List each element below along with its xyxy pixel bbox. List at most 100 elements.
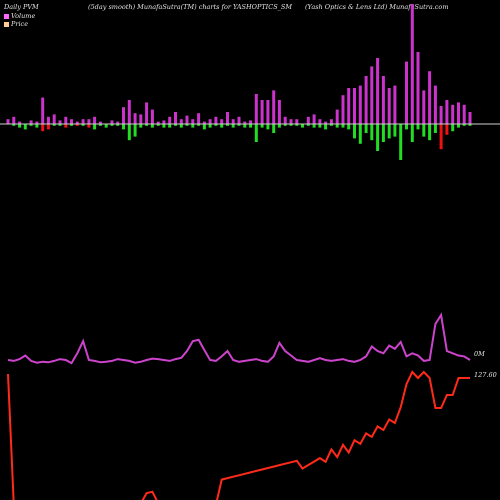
volume-bar-down <box>64 124 68 128</box>
volume-bar-up <box>457 102 460 124</box>
volume-bar-up <box>116 121 120 124</box>
volume-bar-up <box>422 90 426 124</box>
volume-bar-down <box>197 124 201 126</box>
volume-bar-up <box>358 85 362 124</box>
volume-bar-up <box>329 119 333 124</box>
volume-bar-down <box>46 124 50 130</box>
volume-bar-down <box>353 124 356 139</box>
volume-bar-up <box>468 112 472 124</box>
volume-bar-down <box>445 124 449 135</box>
volume-bar-down <box>416 124 420 130</box>
volume-bar-down <box>29 124 33 126</box>
volume-bar-up <box>41 97 45 124</box>
volume-bar-up <box>249 120 253 124</box>
volume-bar-up <box>260 100 264 124</box>
volume-bar-up <box>191 119 195 124</box>
legend-volume: Volume <box>4 12 35 20</box>
volume-bar-down <box>202 124 206 130</box>
volume-bar-up <box>58 120 62 124</box>
volume-bar-up <box>70 119 73 124</box>
volume-bar-down <box>23 124 27 130</box>
volume-bar-up <box>127 100 131 124</box>
volume-bar-down <box>150 124 154 128</box>
volume-bar-up <box>341 95 345 124</box>
volume-bar-down <box>393 124 397 137</box>
volume-bar-up <box>445 100 449 124</box>
volume-tick-label: 0M <box>474 350 485 358</box>
volume-bar-down <box>462 124 466 126</box>
volume-bar-down <box>335 124 339 128</box>
volume-bar-up <box>347 88 351 124</box>
volume-bar-down <box>249 124 253 128</box>
volume-bar-down <box>139 124 143 128</box>
volume-bar-up <box>237 116 241 124</box>
header-right: (Yash Optics & Lens Ltd) MunafaSutra.com <box>305 3 449 11</box>
legend-volume-label: Volume <box>11 12 36 20</box>
volume-bar-up <box>387 88 391 124</box>
volume-bar-up <box>202 121 206 124</box>
volume-bar-up <box>150 109 154 124</box>
volume-bar-down <box>312 124 316 128</box>
volume-bar-down <box>289 124 293 126</box>
volume-bar-down <box>457 124 460 128</box>
volume-bar-down <box>191 124 195 128</box>
volume-bar-down <box>58 124 62 126</box>
header-left: Daily PVM <box>4 3 39 11</box>
volume-bar-up <box>451 104 455 124</box>
volume-bar-down <box>75 124 79 126</box>
volume-bar-up <box>277 100 281 124</box>
volume-bar-up <box>272 90 276 124</box>
volume-bar-down <box>468 124 472 126</box>
volume-bar-up <box>266 100 270 124</box>
volume-bar-up <box>12 116 16 124</box>
volume-bar-up <box>75 121 79 124</box>
volume-bar-up <box>208 119 212 124</box>
volume-bar-up <box>324 121 328 124</box>
volume-bar-down <box>185 124 189 126</box>
volume-bar-down <box>122 124 125 130</box>
volume-bar-up <box>243 121 247 124</box>
volume-bar-up <box>46 116 50 124</box>
volume-bar-up <box>428 71 432 124</box>
volume-bar-down <box>260 124 264 128</box>
volume-bar-up <box>6 119 10 124</box>
volume-bar-down <box>127 124 131 141</box>
volume-bars <box>6 4 472 160</box>
volume-bar-down <box>283 124 287 126</box>
volume-bar-up <box>168 116 172 124</box>
volume-bar-up <box>174 112 177 124</box>
volume-bar-down <box>254 124 258 142</box>
volume-bar-down <box>399 124 403 160</box>
volume-bar-down <box>12 124 16 126</box>
volume-bar-down <box>93 124 97 130</box>
volume-bar-down <box>237 124 241 126</box>
volume-bar-down <box>277 124 281 128</box>
legend-price: Price <box>4 20 28 28</box>
volume-bar-down <box>110 124 114 126</box>
volume-bar-up <box>295 119 299 124</box>
volume-bar-up <box>110 120 114 124</box>
volume-bar-down <box>439 124 443 150</box>
volume-bar-up <box>283 116 287 124</box>
volume-bar-down <box>243 124 247 128</box>
legend-price-swatch <box>4 21 9 27</box>
volume-bar-down <box>358 124 362 144</box>
volume-bar-up <box>381 76 385 124</box>
volume-bar-up <box>162 120 166 124</box>
volume-bar-up <box>139 114 143 124</box>
volume-bar-down <box>301 124 304 128</box>
volume-bar-down <box>347 124 351 130</box>
volume-bar-up <box>353 88 356 124</box>
volume-bar-down <box>370 124 374 141</box>
volume-bar-up <box>220 119 224 124</box>
volume-bar-up <box>462 104 466 124</box>
volume-bar-up <box>35 121 39 124</box>
volume-bar-up <box>64 116 68 124</box>
volume-bar-down <box>104 124 108 128</box>
volume-bar-up <box>214 116 218 124</box>
legend-volume-swatch <box>4 13 9 19</box>
volume-bar-up <box>52 114 56 124</box>
volume-bar-down <box>295 124 299 126</box>
volume-bar-down <box>145 124 149 126</box>
